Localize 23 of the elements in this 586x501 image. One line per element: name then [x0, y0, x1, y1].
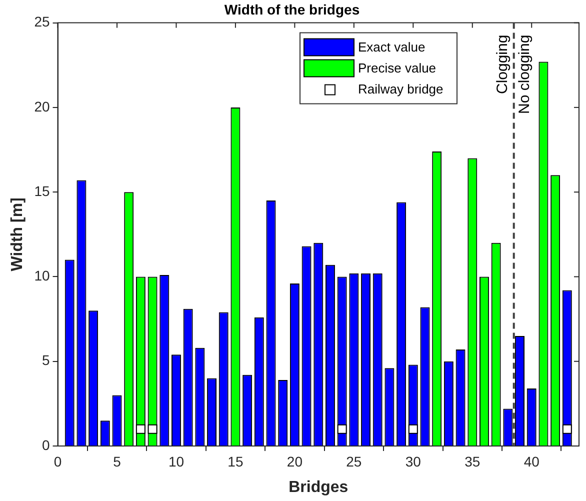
x-tick-label: 5 [113, 453, 122, 470]
chart-title: Width of the bridges [224, 1, 360, 18]
legend-label: Precise value [358, 60, 436, 76]
x-tick-label: 30 [405, 453, 422, 470]
x-tick-label: 15 [228, 453, 244, 470]
x-tick-label: 0 [54, 453, 62, 470]
y-tick-label: 15 [34, 182, 50, 199]
y-tick-label: 5 [42, 352, 50, 368]
x-tick-label: 10 [168, 453, 184, 470]
x-axis-title: Bridges [288, 478, 348, 496]
y-axis-title: Width [m] [9, 198, 26, 272]
annotation: Clogging [494, 34, 511, 94]
y-tick-label: 0 [42, 436, 50, 453]
legend-label: Exact value [358, 39, 426, 54]
legend-label: Railway bridge [358, 81, 444, 96]
x-tick-label: 20 [286, 453, 303, 470]
x-tick-label: 40 [524, 453, 540, 470]
x-tick-label: 25 [346, 453, 362, 470]
annotation: No clogging [516, 34, 533, 114]
y-tick-label: 10 [34, 268, 50, 284]
x-tick-label: 35 [464, 453, 480, 470]
y-tick-label: 25 [34, 14, 50, 30]
y-tick-label: 20 [34, 98, 50, 114]
